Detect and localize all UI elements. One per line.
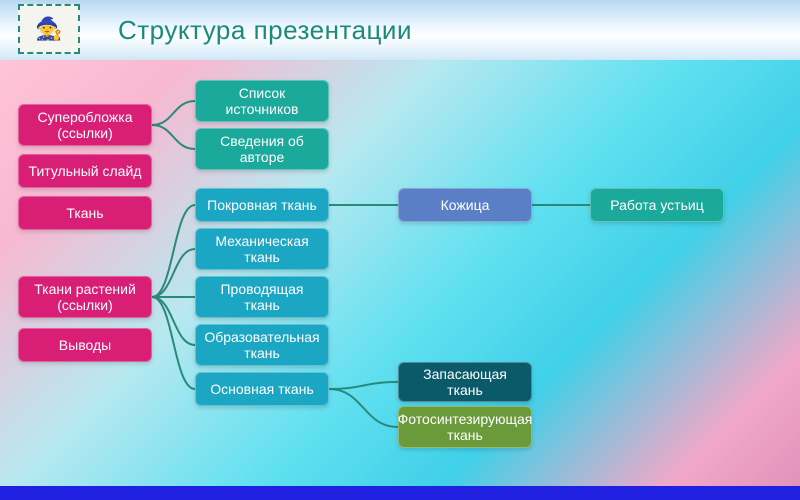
edge-n4-n12 [152, 297, 195, 389]
page-title: Структура презентации [118, 15, 412, 46]
edge-n4-n9 [152, 249, 195, 297]
edge-n12-n16 [329, 389, 398, 427]
node-n5: Выводы [18, 328, 152, 362]
node-n9: Механическая ткань [195, 228, 329, 270]
node-n10: Проводящая ткань [195, 276, 329, 318]
node-n12: Основная ткань [195, 372, 329, 406]
edge-n1-n7 [152, 125, 195, 149]
node-n11: Образовательная ткань [195, 324, 329, 366]
node-n6: Список источников [195, 80, 329, 122]
edge-n4-n8 [152, 205, 195, 297]
node-n14: Работа устьиц [590, 188, 724, 222]
footer-bar [0, 486, 800, 500]
node-n8: Покровная ткань [195, 188, 329, 222]
diagram-body: Суперобложка (ссылки) Титульный слайд Ткан… [0, 60, 800, 500]
stamp-icon: 🧙 [18, 4, 80, 54]
node-n4: Ткани растений (ссылки) [18, 276, 152, 318]
node-n15: Запасающая ткань [398, 362, 532, 402]
edge-n1-n6 [152, 101, 195, 125]
slide: 🧙 Структура презентации Суперобложка (сс… [0, 0, 800, 500]
node-n16: Фотосинтезирующая ткань [398, 406, 532, 448]
node-n2: Титульный слайд [18, 154, 152, 188]
stamp-emoji: 🧙 [35, 16, 62, 42]
node-n7: Сведения об авторе [195, 128, 329, 170]
node-n3: Ткань [18, 196, 152, 230]
edge-n12-n15 [329, 382, 398, 389]
node-n13: Кожица [398, 188, 532, 222]
edge-n4-n11 [152, 297, 195, 345]
node-n1: Суперобложка (ссылки) [18, 104, 152, 146]
header: 🧙 Структура презентации [0, 0, 800, 60]
